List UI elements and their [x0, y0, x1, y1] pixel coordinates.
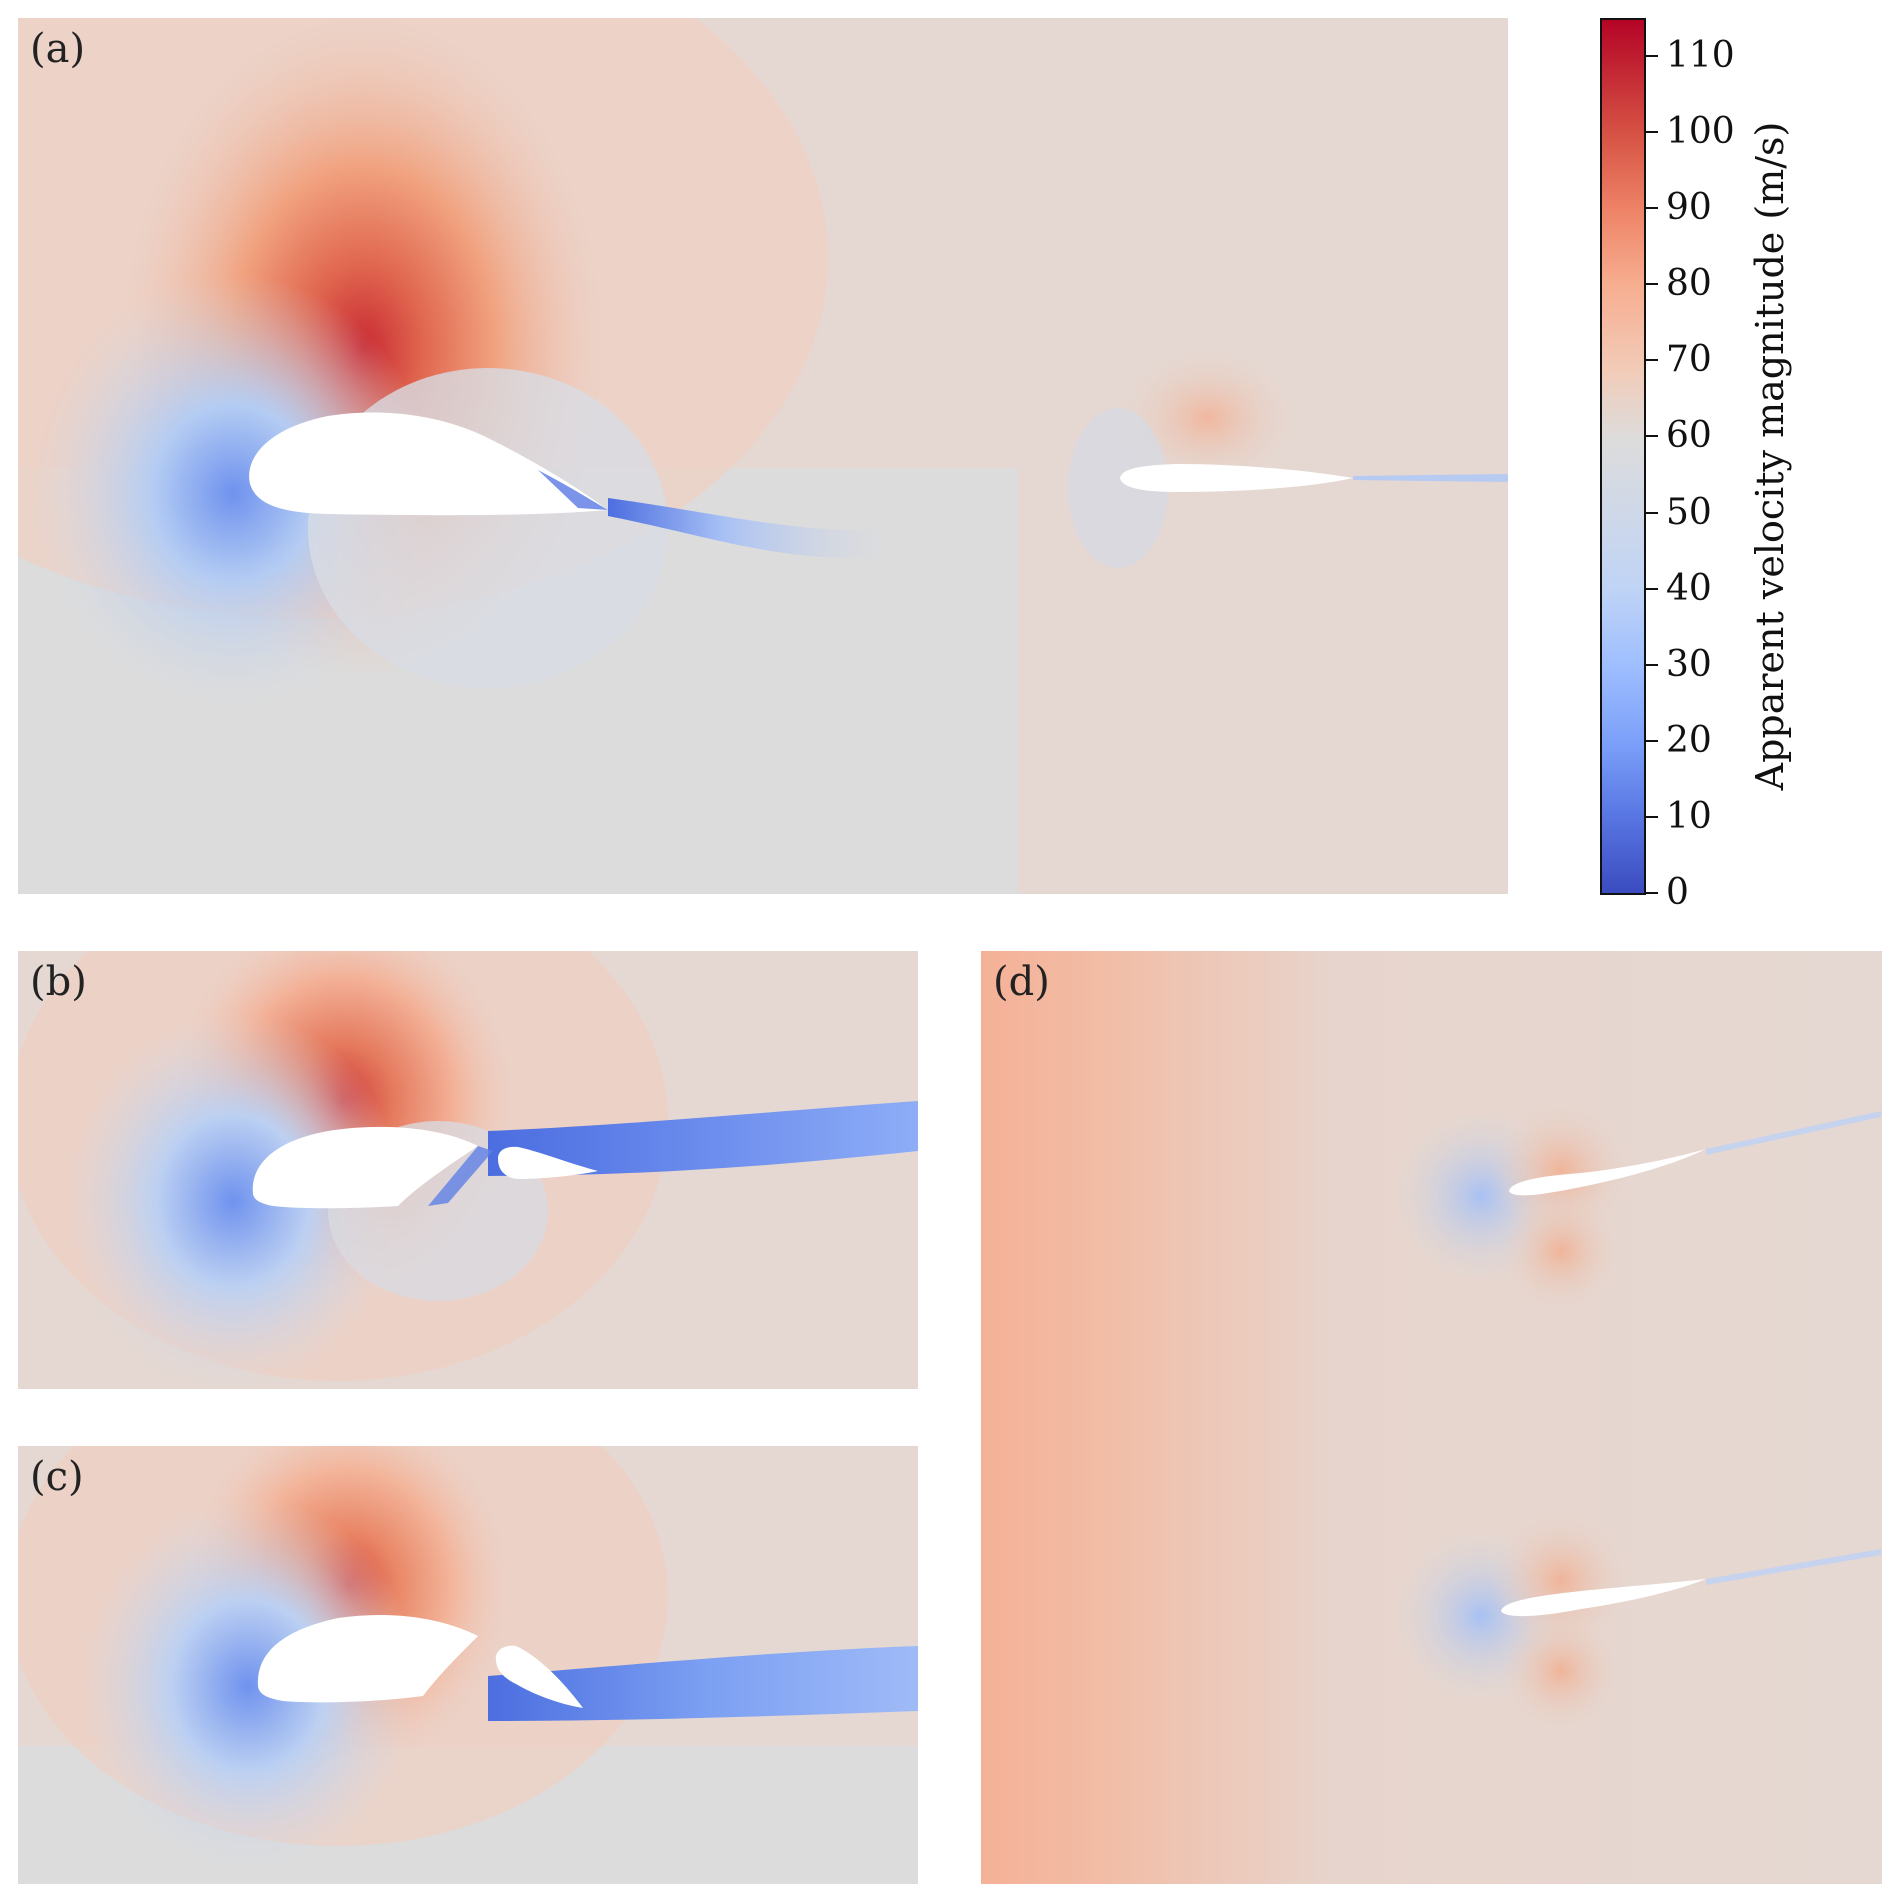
colorbar-tick: [1646, 739, 1658, 742]
colorbar-tick: [1646, 511, 1658, 514]
colorbar-tick-label: 90: [1666, 187, 1712, 229]
colorbar-tick: [1646, 283, 1658, 286]
colorbar-tick-label: 0: [1666, 872, 1689, 913]
colorbar-tick: [1646, 815, 1658, 818]
panel-label-c: (c): [30, 1454, 84, 1500]
colorbar-title: Apparent velocity magnitude (m/s): [1748, 121, 1792, 791]
colorbar-tick-label: 70: [1666, 339, 1712, 381]
airfoil-main: [257, 1615, 478, 1703]
colorbar-tick-label: 110: [1666, 35, 1735, 77]
panel-c: (c): [18, 1446, 918, 1884]
panel-c-field: [18, 1446, 918, 1884]
colorbar-tick: [1646, 131, 1658, 134]
colorbar-tick-label: 30: [1666, 643, 1712, 685]
colorbar-tick: [1646, 359, 1658, 362]
panel-b-field: [18, 951, 918, 1389]
airfoil-tail: [1120, 464, 1353, 492]
colorbar-tick: [1646, 587, 1658, 590]
panel-label-a: (a): [30, 26, 86, 72]
panel-a: (a): [18, 18, 1508, 894]
colorbar-tick-label: 100: [1666, 111, 1735, 153]
panel-d: (d): [981, 951, 1882, 1884]
panel-d-field: [981, 951, 1882, 1884]
colorbar-tick-label: 20: [1666, 719, 1712, 761]
colorbar-tick: [1646, 207, 1658, 210]
panel-label-d: (d): [993, 959, 1050, 1005]
airfoil-main: [252, 1126, 478, 1209]
colorbar-tick: [1646, 435, 1658, 438]
colorbar-tick-label: 10: [1666, 795, 1712, 837]
airfoil-flap: [498, 1146, 598, 1179]
colorbar-tick-label: 80: [1666, 263, 1712, 305]
panel-label-b: (b): [30, 959, 87, 1005]
colorbar-tick: [1646, 892, 1658, 894]
airfoil-upper: [1509, 1149, 1706, 1196]
colorbar-tick: [1646, 663, 1658, 666]
panel-a-field: [18, 18, 1508, 894]
colorbar-tick-label: 50: [1666, 491, 1712, 533]
airfoil-flap: [495, 1645, 583, 1708]
colorbar-tick-label: 60: [1666, 415, 1712, 457]
colorbar-tick: [1646, 55, 1658, 58]
colorbar: [1600, 18, 1646, 895]
airfoil-lower: [1501, 1579, 1706, 1617]
colorbar-tick-label: 40: [1666, 567, 1712, 609]
panel-b: (b): [18, 951, 918, 1389]
airfoil-main: [249, 412, 609, 516]
